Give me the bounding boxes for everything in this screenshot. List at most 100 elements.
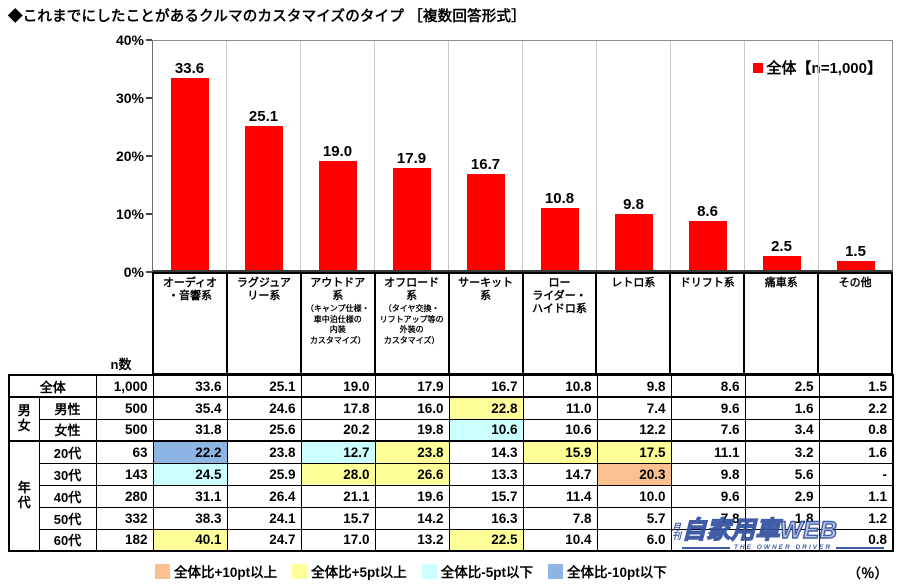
category-label: ドリフト系 xyxy=(679,277,735,289)
n-value: 1,000 xyxy=(95,374,154,398)
n-value: 182 xyxy=(95,528,154,552)
unit-label: （％） xyxy=(847,566,889,581)
table-cell: 28.0 xyxy=(300,462,376,486)
table-row: 全体 1,000 33.6 25.1 19.0 17.9 16.7 10.8 9.8 8.6 2.5… xyxy=(8,374,894,398)
n-value: 280 xyxy=(95,484,154,508)
category-header-row: オーディオ ・音響系 ラグジュア リー系 アウトドア 系（キャンプ仕様・ 車中泊仕様… xyxy=(152,272,894,375)
bar xyxy=(836,261,875,270)
category-note: （キャンプ仕様・ 車中泊仕様の 内装 カスタマイズ） xyxy=(305,304,370,345)
category-header-cell: レトロ系 xyxy=(595,272,672,375)
table-cell: 2.9 xyxy=(744,484,820,508)
table-cell: 1.1 xyxy=(818,484,894,508)
n-value: 332 xyxy=(95,506,154,530)
bar-column: 33.6 xyxy=(153,41,227,270)
table-cell: 11.1 xyxy=(670,440,746,464)
table-cell: 0.8 xyxy=(818,418,894,442)
bar-column: 8.6 xyxy=(671,41,745,270)
y-axis-tick-label: 20% xyxy=(115,148,144,164)
highlight-legend-item: 全体比+10pt以上 xyxy=(155,561,277,581)
highlight-swatch-icon xyxy=(155,563,170,579)
bar-value-label: 1.5 xyxy=(845,243,866,261)
category-label: その他 xyxy=(838,277,872,289)
table-cell: 33.6 xyxy=(152,374,228,398)
bar-column: 2.5 xyxy=(745,41,819,270)
row-label: 60代 xyxy=(38,528,97,552)
table-cell: 25.6 xyxy=(226,418,302,442)
table-row: 年代 20代 63 22.2 23.8 12.7 23.8 14.3 15.9 17.5 11.1 3… xyxy=(8,440,894,552)
category-label: ラグジュア リー系 xyxy=(236,277,291,303)
y-axis: 40% 30% 20% 10% 0% xyxy=(8,32,144,280)
table-cell: 16.3 xyxy=(448,506,524,530)
n-column-header: n数 xyxy=(110,357,132,372)
table-cell: 6.0 xyxy=(596,528,672,552)
table-cell: 1.5 xyxy=(818,374,894,398)
table-cell: 12.7 xyxy=(300,440,376,464)
table-cell: 7.4 xyxy=(596,396,672,420)
category-header-cell: その他 xyxy=(817,272,894,375)
bar-value-label: 17.9 xyxy=(396,149,427,167)
highlight-swatch-icon xyxy=(292,563,308,579)
bar-column: 19.0 xyxy=(301,41,375,270)
category-header-cell: アウトドア 系（キャンプ仕様・ 車中泊仕様の 内装 カスタマイズ） xyxy=(299,272,376,375)
highlight-legend-label: 全体比+10pt以上 xyxy=(174,565,278,580)
bar xyxy=(688,220,727,270)
category-label: オフロード 系 xyxy=(384,277,440,303)
table-cell: 22.2 xyxy=(152,440,228,464)
table-cell: 20.3 xyxy=(596,462,672,486)
table-row: 男女男性 500 35.4 24.6 17.8 16.0 22.8 11.0 7.4 9.6 1.6… xyxy=(8,396,894,442)
bar-column: 17.9 xyxy=(375,41,449,270)
table-cell: 10.4 xyxy=(522,528,598,552)
table-cell: 9.6 xyxy=(670,484,746,508)
legend-swatch-icon xyxy=(752,63,763,73)
table-cell: 26.4 xyxy=(226,484,302,508)
table-cell: 19.6 xyxy=(374,484,450,508)
bar-column: 16.7 xyxy=(449,41,523,270)
highlight-swatch-icon xyxy=(548,563,564,579)
table-cell: 26.6 xyxy=(374,462,450,486)
bar-column: 9.8 xyxy=(597,41,671,270)
table-row: 女性 500 31.8 25.6 20.2 19.8 10.6 10.6 12.2 7.6 3.4 0… xyxy=(9,418,894,442)
table-cell: 14.2 xyxy=(374,506,450,530)
table-row: 50代 332 38.3 24.1 15.7 14.2 16.3 7.8 5.7 7.8 1.8 1.… xyxy=(9,506,894,530)
table-cell: 21.1 xyxy=(300,484,376,508)
n-value: 63 xyxy=(95,440,154,464)
table-cell: 9.8 xyxy=(670,462,746,486)
table-cell: 11.0 xyxy=(522,396,598,420)
bar-column: 1.5 xyxy=(819,41,892,270)
table-cell: 10.6 xyxy=(522,418,598,442)
bar-value-label: 2.5 xyxy=(771,237,792,255)
bar-value-label: 19.0 xyxy=(322,143,353,161)
table-cell: 17.8 xyxy=(300,396,376,420)
table-cell: 7.8 xyxy=(522,506,598,530)
category-label: オーディオ ・音響系 xyxy=(162,277,218,303)
table-cell: 23.8 xyxy=(374,440,450,464)
row-group-label: 年代 xyxy=(8,440,40,552)
row-label: 40代 xyxy=(38,484,97,508)
category-header-cell: オーディオ ・音響系 xyxy=(152,272,228,375)
table-cell: 7.6 xyxy=(670,418,746,442)
row-label-total: 全体 xyxy=(8,374,97,398)
category-label: アウトドア 系 xyxy=(310,277,366,303)
table-cell: 24.5 xyxy=(152,462,228,486)
n-value: 143 xyxy=(95,462,154,486)
table-cell: 5.6 xyxy=(744,462,820,486)
table-cell: 22.8 xyxy=(448,396,524,420)
category-label: サーキット 系 xyxy=(458,277,514,303)
y-axis-tick xyxy=(146,155,152,157)
table-cell: 9.6 xyxy=(670,396,746,420)
plot-area: 全体【n=1,000】 33.6 25.1 19.0 17.9 16.7 10.8 9.8 8… xyxy=(152,40,893,272)
table-cell: 19.0 xyxy=(300,374,376,398)
highlight-legend-item: 全体比-10pt以下 xyxy=(548,561,667,581)
bar xyxy=(540,208,579,270)
table-row: 60代 182 40.1 24.7 17.0 13.2 22.5 10.4 6.0 0.8 xyxy=(9,528,894,552)
bar xyxy=(170,77,209,270)
table-cell xyxy=(670,528,746,552)
row-label: 女性 xyxy=(38,418,97,442)
row-group-label: 男女 xyxy=(8,396,40,442)
bar xyxy=(614,213,653,270)
table-cell: 1.6 xyxy=(818,440,894,464)
highlight-legend-item: 全体比+5pt以上 xyxy=(292,561,407,581)
highlight-legend-label: 全体比+5pt以上 xyxy=(311,565,407,580)
table-cell: 2.2 xyxy=(818,396,894,420)
row-label: 男性 xyxy=(38,396,97,420)
